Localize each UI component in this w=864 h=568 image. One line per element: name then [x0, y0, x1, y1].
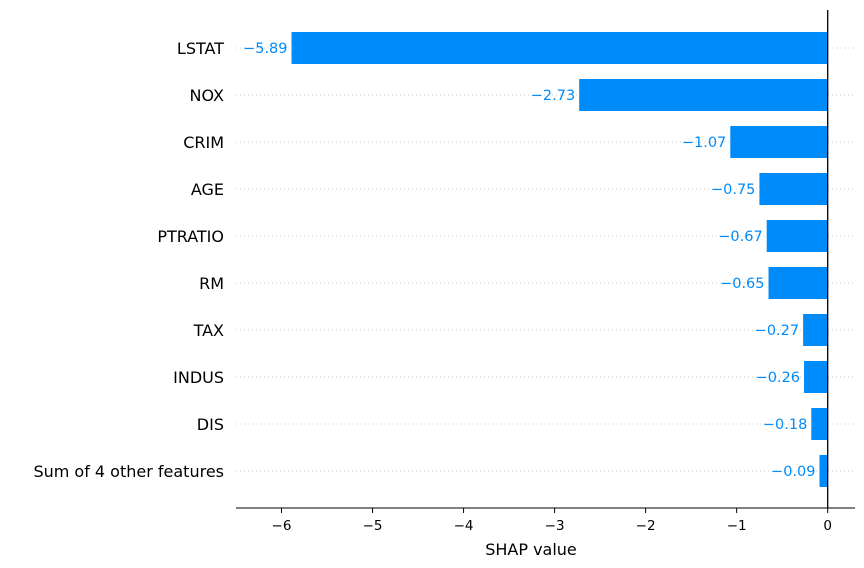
value-labels-group: −5.89 −2.73 −1.07 −0.75 −0.67 −0.65 −0.27 −0.26… [243, 41, 815, 480]
feature-label: DIS [197, 415, 224, 434]
x-tick-label: −6 [272, 518, 292, 534]
value-label: −0.67 [718, 229, 762, 245]
value-label: −0.27 [755, 323, 799, 339]
x-tick-label: −4 [454, 518, 474, 534]
guide-lines [236, 47, 855, 472]
bar [759, 173, 828, 205]
feature-label: PTRATIO [157, 227, 224, 246]
value-label: −0.65 [720, 276, 764, 292]
bar [811, 408, 828, 440]
value-label: −1.07 [682, 135, 726, 151]
bar [768, 267, 828, 299]
x-axis: −6 −5 −4 −3 −2 −1 0 [236, 507, 855, 534]
feature-label: Sum of 4 other features [33, 462, 224, 481]
feature-label: RM [199, 274, 224, 293]
value-label: −0.09 [771, 464, 815, 480]
bar [766, 220, 828, 252]
x-tick-label: −1 [727, 518, 747, 534]
feature-label: TAX [193, 321, 224, 340]
x-tick-label: −3 [545, 518, 565, 534]
feature-label: AGE [191, 180, 224, 199]
value-label: −0.18 [763, 417, 807, 433]
feature-label: LSTAT [177, 39, 224, 58]
feature-label: INDUS [173, 368, 224, 387]
bar [730, 126, 828, 158]
bars-group [291, 32, 828, 487]
value-label: −0.26 [756, 370, 800, 386]
value-label: −5.89 [243, 41, 287, 57]
x-tick-label: −5 [363, 518, 383, 534]
bar [804, 361, 828, 393]
value-label: −0.75 [711, 182, 755, 198]
value-label: −2.73 [531, 88, 575, 104]
feature-labels-group: LSTAT NOX CRIM AGE PTRATIO RM TAX INDUS DIS Sum o… [33, 39, 224, 481]
x-tick-label: 0 [823, 518, 832, 534]
x-tick-label: −2 [636, 518, 656, 534]
bar [579, 79, 828, 111]
bar [819, 455, 828, 487]
feature-label: NOX [190, 86, 225, 105]
bar [291, 32, 828, 64]
bar [803, 314, 828, 346]
x-axis-title: SHAP value [485, 540, 577, 559]
feature-label: CRIM [183, 133, 224, 152]
